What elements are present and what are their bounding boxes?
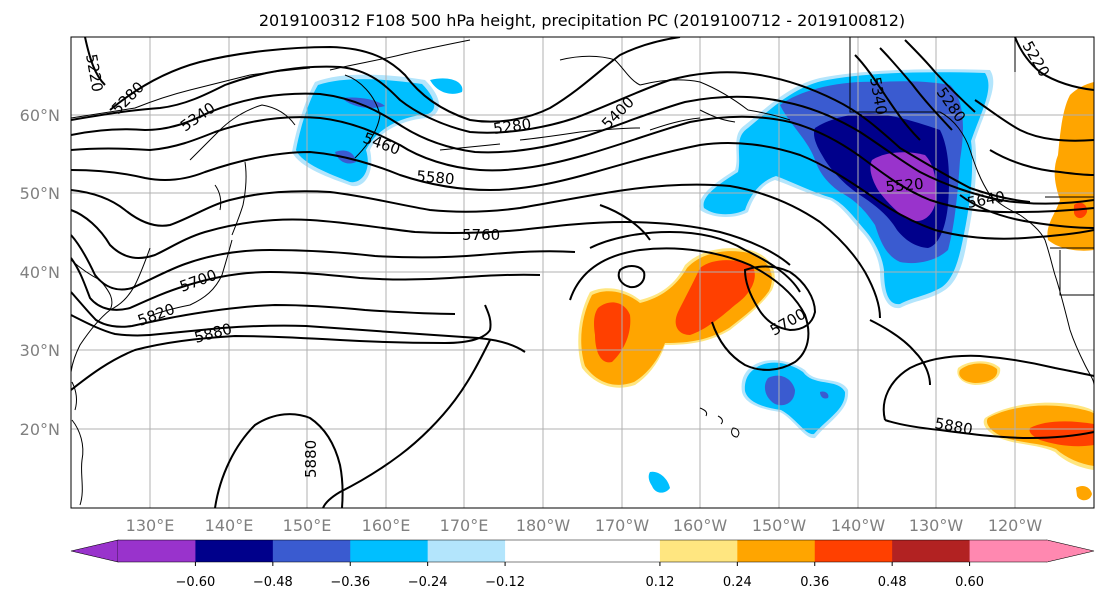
colorbar-extend-min (70, 539, 119, 563)
shade-medblue-hawaii (764, 375, 829, 406)
colorbar-swatch (505, 540, 583, 562)
colorbar-tick-label: −0.24 (408, 575, 448, 590)
lat-label: 30°N (20, 341, 60, 360)
colorbar-swatch (350, 540, 429, 562)
coastlines (71, 37, 1094, 506)
lon-label: 160°E (362, 516, 411, 535)
colorbar-tick-label: −0.12 (485, 575, 525, 590)
shade-orange-se-small (1076, 486, 1092, 501)
colorbar-swatch (814, 540, 893, 562)
lat-label: 60°N (20, 106, 60, 125)
shade-red-se (1029, 421, 1094, 447)
lon-label: 170°W (595, 516, 650, 535)
colorbar-tick-label: 0.24 (723, 575, 752, 590)
longitude-labels: 130°E 140°E 150°E 160°E 170°E 180°W 170°… (126, 516, 1043, 535)
lat-label: 50°N (20, 184, 60, 203)
map-panel: 5220 5280 5340 5460 5280 5400 5580 5760 … (71, 37, 1094, 508)
colorbar-swatch (427, 540, 506, 562)
map-frame (70, 36, 1095, 509)
contour-labels: 5220 5280 5340 5460 5280 5400 5580 5760 … (82, 38, 1053, 478)
shade-orange-east (959, 363, 998, 383)
contour-label: 5280 (492, 115, 532, 138)
precip-negative-anomalies (292, 69, 994, 493)
height-contours (71, 37, 1094, 508)
lon-label: 150°E (283, 516, 332, 535)
lon-label: 140°W (831, 516, 886, 535)
colorbar-tick-label: 0.48 (878, 575, 907, 590)
shade-blue-kamchatka (296, 79, 435, 183)
contour-label: 5760 (462, 226, 500, 244)
colorbar-swatch (737, 540, 816, 562)
shade-red-central (594, 260, 755, 363)
lon-label: 150°W (752, 516, 807, 535)
colorbar-swatch (195, 540, 274, 562)
lat-label: 40°N (20, 263, 60, 282)
colorbar-swatch (659, 540, 738, 562)
lat-label: 20°N (20, 420, 60, 439)
colorbar-tick-label: −0.60 (175, 575, 215, 590)
lon-label: 160°W (673, 516, 728, 535)
colorbar-tick-label: 0.60 (955, 575, 984, 590)
precip-positive-anomalies (578, 82, 1094, 501)
colorbar-swatch (892, 540, 971, 562)
colorbar-swatch (272, 540, 351, 562)
contour-label: 5880 (302, 440, 320, 478)
lon-label: 130°W (909, 516, 964, 535)
shade-blue-kamchatka-2 (430, 78, 463, 94)
contour-label: 5580 (416, 167, 456, 188)
colorbar-tick-label: −0.48 (253, 575, 293, 590)
shade-blue-small (648, 471, 670, 493)
contour-label: 5520 (885, 175, 925, 196)
colorbar: −0.60 −0.48 −0.36 −0.24 −0.12 0.12 0.24 0.36 0.4… (70, 539, 1095, 590)
colorbar-tick-label: 0.12 (645, 575, 674, 590)
colorbar-swatch (582, 540, 661, 562)
colorbar-swatch (969, 540, 1048, 562)
colorbar-swatch (118, 540, 196, 562)
shade-red-ne (1074, 202, 1088, 219)
latitude-labels: 60°N 50°N 40°N 30°N 20°N (20, 106, 60, 439)
map-title: 2019100312 F108 500 hPa height, precipit… (259, 11, 905, 30)
lon-label: 140°E (205, 516, 254, 535)
lon-label: 120°W (988, 516, 1043, 535)
lon-label: 170°E (440, 516, 489, 535)
colorbar-tick-label: 0.36 (800, 575, 829, 590)
colorbar-extend-max (1046, 539, 1095, 563)
colorbar-tick-label: −0.36 (330, 575, 370, 590)
lon-label: 130°E (126, 516, 175, 535)
lon-label: 180°W (516, 516, 571, 535)
